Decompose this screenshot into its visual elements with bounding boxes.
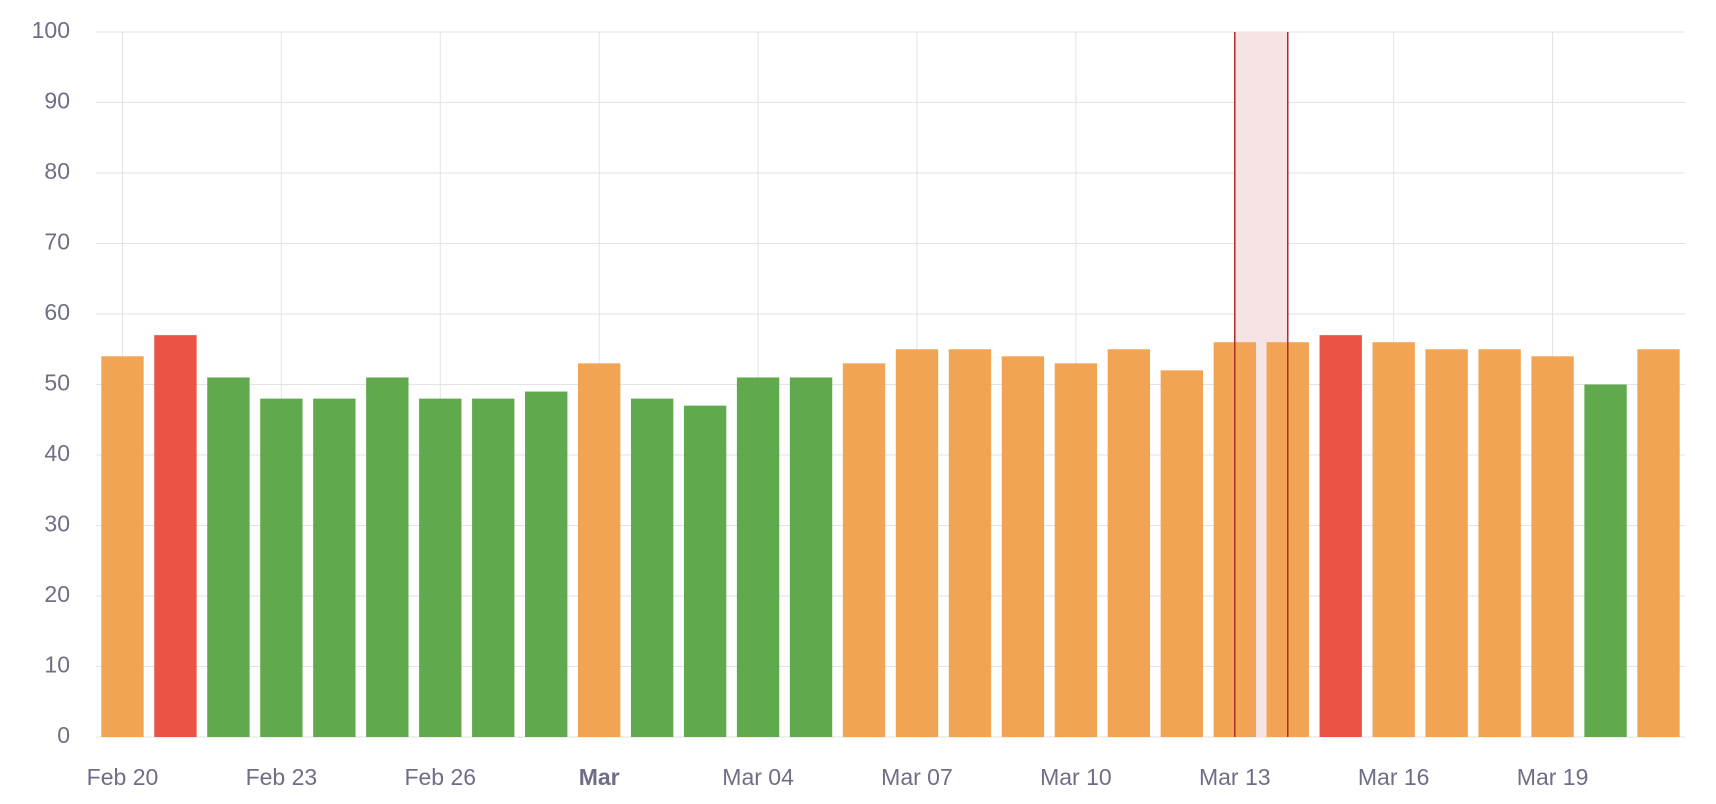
y-tick-label: 100: [32, 17, 70, 43]
bar: [1478, 349, 1521, 737]
bar: [419, 398, 462, 737]
bar: [1107, 349, 1151, 737]
x-tick-label: Mar 10: [1040, 764, 1112, 790]
y-tick-label: 60: [44, 299, 70, 325]
bar: [683, 405, 727, 737]
y-tick-label: 70: [44, 229, 70, 255]
bar: [1319, 335, 1362, 737]
bar: [1637, 349, 1680, 737]
y-tick-label: 80: [44, 158, 70, 184]
y-tick-label: 0: [57, 722, 70, 748]
y-tick-label: 50: [44, 370, 70, 396]
bar: [260, 398, 303, 737]
bar: [895, 349, 939, 737]
bar: [207, 377, 250, 737]
y-tick-label: 90: [44, 88, 70, 114]
y-tick-label: 40: [44, 440, 70, 466]
y-tick-label: 10: [44, 652, 70, 678]
bar: [1054, 363, 1098, 737]
bar: [1160, 370, 1204, 737]
x-tick-label: Mar 13: [1199, 764, 1271, 790]
x-tick-label: Mar 07: [881, 764, 953, 790]
bar: [789, 377, 833, 737]
bar: [1001, 356, 1045, 737]
y-tick-label: 20: [44, 581, 70, 607]
bar: [1584, 384, 1627, 737]
y-tick-label: 30: [44, 511, 70, 537]
bar: [366, 377, 409, 737]
x-tick-label: Mar 16: [1358, 764, 1430, 790]
x-tick-label: Feb 23: [246, 764, 318, 790]
x-tick-label: Feb 20: [87, 764, 159, 790]
x-tick-label: Feb 26: [404, 764, 476, 790]
bar: [842, 363, 886, 737]
bar: [1425, 349, 1468, 737]
bar: [630, 398, 674, 737]
bar: [313, 398, 356, 737]
bar: [472, 398, 515, 737]
bar: [1531, 356, 1574, 737]
x-tick-label: Mar 19: [1517, 764, 1589, 790]
bar: [577, 363, 621, 737]
x-tick-label: Mar: [579, 764, 620, 790]
bar: [736, 377, 780, 737]
bar: [525, 391, 568, 737]
bar: [1372, 342, 1415, 737]
bar: [154, 335, 197, 737]
bar: [948, 349, 992, 737]
bar: [101, 356, 144, 737]
x-tick-label: Mar 04: [722, 764, 794, 790]
